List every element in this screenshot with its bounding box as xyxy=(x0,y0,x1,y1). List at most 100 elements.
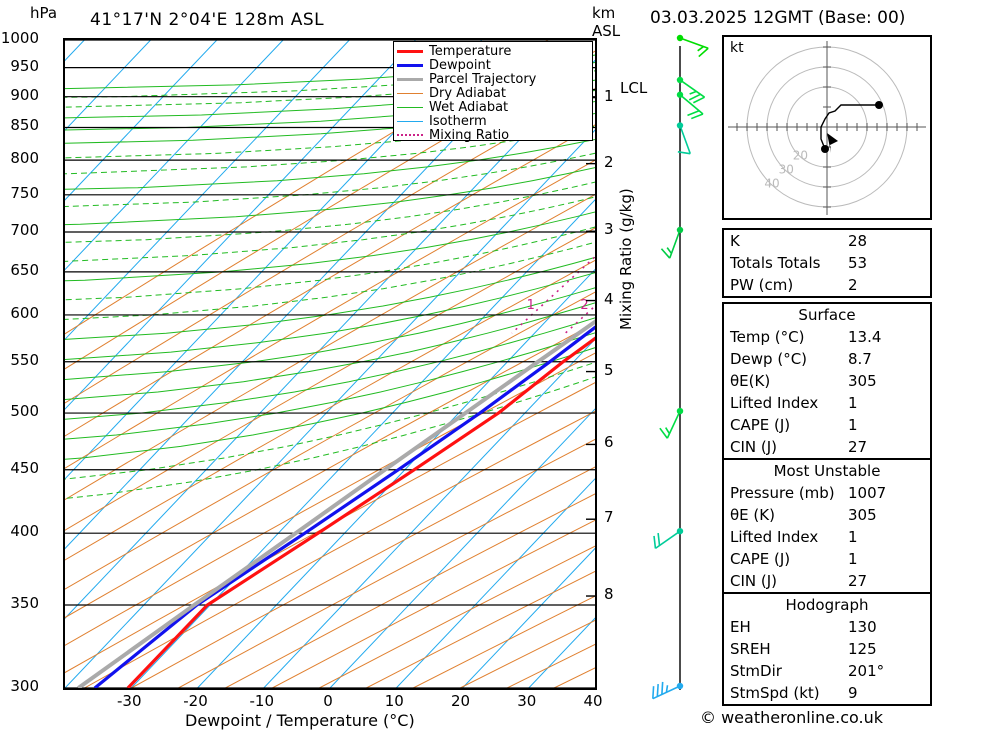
table-row-value: 130 xyxy=(848,618,877,636)
temperature-tick-label: 10 xyxy=(384,692,404,710)
table-row-key: Lifted Index xyxy=(730,394,819,412)
indices-table: K 28 Totals Totals 53 PW (cm) 2 xyxy=(722,228,932,298)
temperature-tick-label: -30 xyxy=(117,692,142,710)
table-row-value: 27 xyxy=(848,572,868,590)
table-row-key: Temp (°C) xyxy=(730,328,805,346)
legend-item: Parcel Trajectory xyxy=(397,72,589,86)
altitude-tick-label: 1 xyxy=(604,86,614,105)
table-row-key: PW (cm) xyxy=(730,276,794,294)
legend-item: Dewpoint xyxy=(397,58,589,72)
table-row: Lifted Index 1 xyxy=(724,392,930,414)
wind-barb xyxy=(676,122,692,155)
isotherm-line xyxy=(65,59,595,619)
wind-barb xyxy=(659,407,684,439)
table-row-value: 305 xyxy=(848,372,877,390)
table-row-value: 1007 xyxy=(848,484,887,502)
pressure-tick-label: 800 xyxy=(10,149,39,168)
table-row: Lifted Index 1 xyxy=(724,526,930,548)
altitude-axis-unit-label: km xyxy=(592,4,616,22)
isotherm-line xyxy=(462,547,595,688)
dry-adiabat-line xyxy=(65,352,595,646)
table-row: StmSpd (kt) 9 xyxy=(724,682,930,704)
legend-swatch xyxy=(397,77,423,81)
hodograph-plot[interactable]: kt 20 30 40 xyxy=(722,35,932,220)
legend-swatch xyxy=(397,106,423,108)
isotherm-line xyxy=(197,268,595,688)
wind-barb xyxy=(653,527,684,550)
surface-table: Surface Temp (°C) 13.4 Dewp (°C) 8.7 θE(K) 305… xyxy=(722,302,932,460)
table-row-value: 305 xyxy=(848,506,877,524)
legend-label: Parcel Trajectory xyxy=(429,71,537,87)
table-row-value: 201° xyxy=(848,662,885,680)
table-row-value: 8.7 xyxy=(848,350,872,368)
table-row-key: θE(K) xyxy=(730,372,771,390)
table-row-key: StmDir xyxy=(730,662,782,680)
dry-adiabat-line xyxy=(131,438,595,688)
table-row-key: θE (K) xyxy=(730,506,775,524)
legend-label: Dry Adiabat xyxy=(429,85,506,101)
table-row-value: 1 xyxy=(848,528,858,546)
isotherm-line xyxy=(65,40,284,271)
table-row: SREH 125 xyxy=(724,638,930,660)
legend: Temperature Dewpoint Parcel Trajectory Dry … xyxy=(393,41,593,142)
hodograph-endpoint xyxy=(875,101,883,109)
table-row: CAPE (J) 1 xyxy=(724,548,930,570)
table-row-value: 9 xyxy=(848,684,858,702)
sounding-panel: hPa 41°17'N 2°04'E 128m ASL km ASL 1 2 3 4 6… xyxy=(1,4,709,730)
table-row-value: 13.4 xyxy=(848,328,882,346)
most-unstable-table: Most Unstable Pressure (mb) 1007 θE (K) 305 L… xyxy=(722,458,932,594)
wind-barb xyxy=(676,34,709,58)
isotherm-line xyxy=(65,40,350,341)
isotherm-line xyxy=(395,478,595,688)
legend-swatch xyxy=(397,49,423,53)
altitude-tick-label: 4 xyxy=(604,289,614,308)
legend-item: Mixing Ratio xyxy=(397,128,589,142)
pressure-tick-label: 350 xyxy=(10,594,39,613)
table-row: θE(K) 305 xyxy=(724,370,930,392)
table-row-key: Pressure (mb) xyxy=(730,484,835,502)
pressure-tick-label: 850 xyxy=(10,116,39,135)
pressure-tick-label: 700 xyxy=(10,220,39,239)
legend-swatch xyxy=(397,92,423,94)
skewt-svg: 12346810152025 xyxy=(65,40,595,688)
pressure-tick-label: 750 xyxy=(10,183,39,202)
table-row-key: CAPE (J) xyxy=(730,416,791,434)
dry-adiabat-line xyxy=(225,493,595,688)
wind-barb xyxy=(676,91,704,120)
legend-swatch xyxy=(397,120,423,122)
wind-barb xyxy=(676,76,706,104)
temperature-tick-label: -10 xyxy=(249,692,275,710)
table-row: PW (cm) 2 xyxy=(724,274,930,296)
pressure-tick-label: 650 xyxy=(10,260,39,279)
table-row: CAPE (J) 1 xyxy=(724,414,930,436)
pressure-tick-label: 300 xyxy=(10,677,39,695)
mixing-ratio-axis-title: Mixing Ratio (g/kg) xyxy=(617,188,635,330)
hodograph-trace xyxy=(820,104,879,150)
legend-swatch xyxy=(397,134,423,136)
temperature-tick-label: 30 xyxy=(517,692,537,710)
hodograph-ring-label: 20 xyxy=(793,148,808,162)
legend-label: Mixing Ratio xyxy=(429,127,510,143)
legend-item: Wet Adiabat xyxy=(397,100,589,114)
altitude-tick-label: 3 xyxy=(604,220,614,239)
pressure-axis-unit-label: hPa xyxy=(30,4,58,22)
legend-label: Wet Adiabat xyxy=(429,99,509,115)
temperature-tick-label: -20 xyxy=(183,692,208,710)
mixing-ratio-label: 2 xyxy=(580,298,588,313)
forecast-datetime-title: 03.03.2025 12GMT (Base: 00) xyxy=(650,8,906,28)
hodograph-ring-label: 30 xyxy=(779,162,794,176)
table-row: θE (K) 305 xyxy=(724,504,930,526)
altitude-tick-label: 2 xyxy=(604,152,614,171)
isotherm-line xyxy=(65,40,85,62)
lcl-label: LCL xyxy=(620,78,648,97)
table-row-value: 27 xyxy=(848,438,868,456)
x-axis-title: Dewpoint / Temperature (°C) xyxy=(185,711,415,730)
table-row-value: 1 xyxy=(848,416,858,434)
dry-adiabat-line xyxy=(65,322,595,619)
table-header: Most Unstable xyxy=(773,462,881,480)
skewt-plot-area[interactable]: 12346810152025 xyxy=(63,38,597,690)
profile-dewpoint xyxy=(93,325,595,688)
wind-barb xyxy=(660,226,684,259)
hodograph-stats-table: Hodograph EH 130 SREH 125 StmDir 201° StmSpd (k… xyxy=(722,592,932,706)
table-row-value: 53 xyxy=(848,254,868,272)
